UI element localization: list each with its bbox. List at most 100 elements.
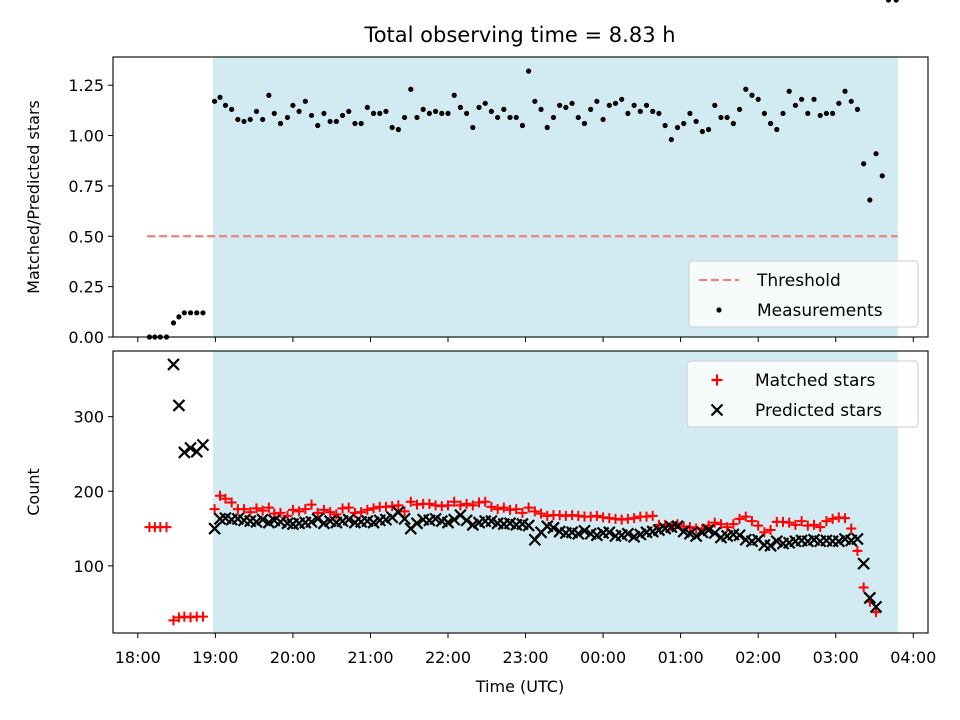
measurement-point <box>749 92 755 98</box>
measurement-point <box>488 108 495 114</box>
matched-stars-point <box>591 510 602 521</box>
measurement-point <box>699 128 705 135</box>
ratio-panel: 0.00 0.25 0.50 0.75 1.00 1.25 Matched/Predicte… <box>24 0 929 347</box>
measurement-point <box>333 118 339 125</box>
measurement-point <box>532 98 538 104</box>
y-axis-label: Count <box>24 468 43 516</box>
measurement-point <box>315 122 321 129</box>
legend-box <box>686 360 919 428</box>
matched-stars-point <box>846 523 857 534</box>
matched-stars-point <box>734 513 745 524</box>
measurement-point <box>817 112 823 119</box>
measurement-point <box>495 114 501 121</box>
matched-stars-point <box>461 498 472 509</box>
measurement-point <box>370 110 377 117</box>
y-axis-label: Matched/Predicted stars <box>24 100 43 294</box>
predicted-stars-point <box>441 516 455 529</box>
measurement-point <box>712 102 718 108</box>
matched-stars-point <box>318 504 329 515</box>
measurement-point <box>266 92 272 98</box>
legend-box <box>688 260 919 328</box>
matched-stars-point <box>529 506 540 517</box>
measurement-point <box>650 108 656 114</box>
measurement-point <box>420 106 426 112</box>
axes-frame <box>112 56 929 338</box>
matched-stars-point <box>257 505 268 516</box>
measurement-point <box>451 92 457 98</box>
measurement-point <box>260 116 266 123</box>
matched-stars-point <box>759 527 770 538</box>
measurement-point <box>296 108 302 114</box>
matched-stars-point <box>858 582 869 593</box>
predicted-stars-point <box>764 539 777 552</box>
measurement-point <box>414 114 420 121</box>
predicted-stars-point <box>447 513 461 526</box>
matched-stars-point <box>161 522 172 533</box>
measurement-point <box>631 102 637 108</box>
measurement-point <box>893 0 899 3</box>
matched-stars-point <box>498 502 509 513</box>
matched-stars-point <box>300 504 311 515</box>
measurement-point <box>569 100 575 106</box>
matched-stars-point <box>405 496 416 507</box>
matched-stars-point <box>442 500 453 511</box>
y-tick-label: 0.25 <box>68 278 104 297</box>
measurement-point <box>222 102 229 108</box>
matched-stars-point <box>275 507 286 518</box>
measurement-point <box>277 120 284 127</box>
measurement-point <box>811 96 817 102</box>
measurement-point <box>470 124 476 131</box>
matched-stars-point <box>523 502 534 513</box>
measurement-point <box>687 110 693 117</box>
predicted-stars-point <box>208 522 221 535</box>
measurement-point <box>352 120 358 127</box>
predicted-stars-point <box>178 446 191 459</box>
measurement-point <box>767 120 774 127</box>
matched-stars-point <box>784 517 795 528</box>
y-tick-label: 0.75 <box>68 177 104 196</box>
legend-swatch <box>710 403 724 417</box>
measurement-point <box>401 114 408 121</box>
measurement-point <box>637 108 643 114</box>
matched-stars-point <box>815 522 826 533</box>
x-tick-label: 03:00 <box>813 648 859 667</box>
measurement-point <box>482 100 488 106</box>
measurement-point <box>176 314 182 320</box>
predicted-stars-point <box>689 529 703 543</box>
matched-stars-point <box>251 503 262 514</box>
measurement-point <box>321 110 327 117</box>
measurement-point <box>668 136 674 143</box>
measurement-point <box>271 110 277 117</box>
matched-stars-point <box>647 510 658 521</box>
measurement-point <box>755 96 761 102</box>
matched-stars-point <box>821 516 832 527</box>
predicted-stars-point <box>398 512 411 526</box>
measurement-point <box>364 104 370 110</box>
matched-stars-point <box>449 496 460 507</box>
legend: Threshold Measurements <box>688 260 919 328</box>
matched-stars-point <box>220 493 231 504</box>
measurement-point <box>724 114 730 121</box>
matched-stars-point <box>796 516 807 527</box>
predicted-stars-point <box>851 532 864 546</box>
x-tick-label: 19:00 <box>192 648 238 667</box>
matched-stars-point <box>486 501 497 512</box>
matched-stars-point <box>852 545 863 556</box>
measurement-point <box>308 112 315 119</box>
measurement-point <box>538 106 544 112</box>
measurement-point <box>656 110 662 117</box>
matched-stars-point <box>827 513 838 524</box>
measurement-point <box>681 120 687 127</box>
measurement-point <box>507 114 513 121</box>
series-measurements <box>146 0 899 340</box>
measurement-point <box>885 0 892 3</box>
matched-stars-point <box>215 490 226 501</box>
predicted-stars-point <box>522 519 535 532</box>
matched-stars-point <box>168 615 179 626</box>
measurement-point <box>854 106 861 112</box>
measurement-point <box>432 108 439 114</box>
measurement-point <box>377 110 383 117</box>
predicted-stars-point <box>305 515 318 529</box>
matched-stars-point <box>840 513 851 524</box>
predicted-stars-point <box>603 526 616 539</box>
